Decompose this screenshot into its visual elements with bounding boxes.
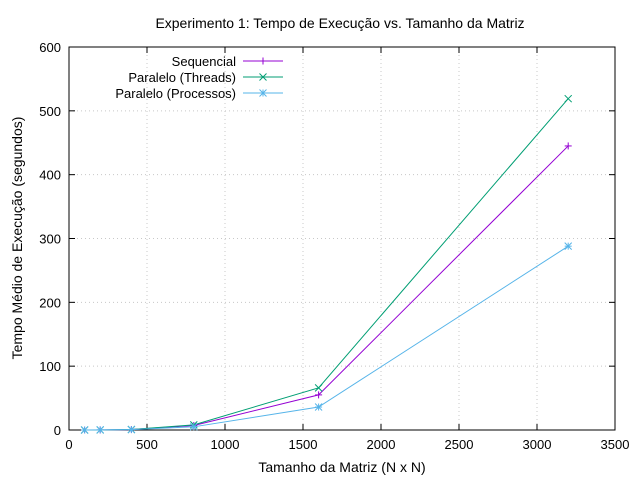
x-axis-title: Tamanho da Matriz (N x N) — [258, 459, 425, 475]
legend-marker-paralelo-threads — [259, 73, 267, 81]
series-layer — [80, 94, 573, 434]
y-tick-label: 500 — [39, 104, 61, 119]
data-point-sequencial — [315, 391, 323, 399]
series-line-paralelo-processos — [84, 245, 569, 431]
series-paralelo-threads — [80, 94, 573, 434]
chart-title: Experimento 1: Tempo de Execução vs. Tam… — [155, 15, 524, 31]
legend-label-sequencial: Sequencial — [172, 54, 236, 69]
legend-marker-sequencial — [259, 57, 267, 65]
legend-marker-paralelo-processos — [259, 89, 267, 97]
data-point-paralelo-threads — [564, 94, 573, 103]
data-point-paralelo-processos — [189, 422, 198, 431]
data-point-paralelo-processos — [80, 426, 89, 434]
y-tick-label: 100 — [39, 359, 61, 374]
x-tick-label: 2500 — [445, 437, 474, 452]
x-tick-label: 3500 — [601, 437, 630, 452]
data-point-paralelo-processos — [314, 403, 323, 411]
data-point-paralelo-processos — [127, 425, 136, 434]
y-tick-label: 300 — [39, 232, 61, 247]
legend-label-paralelo-processos: Paralelo (Processos) — [115, 86, 236, 101]
series-paralelo-processos — [80, 242, 573, 434]
series-line-paralelo-threads — [84, 98, 569, 431]
y-tick-label: 600 — [39, 40, 61, 55]
x-tick-label: 2000 — [367, 437, 396, 452]
ticks-layer: 0 500 1000 1500 2000 2500 3000 3500 0 100 200 300 40… — [39, 40, 629, 452]
x-tick-label: 3000 — [523, 437, 552, 452]
x-tick-label: 1000 — [211, 437, 240, 452]
x-tick-label: 1500 — [289, 437, 318, 452]
data-point-sequencial — [564, 142, 572, 150]
legend-label-paralelo-threads: Paralelo (Threads) — [128, 70, 236, 85]
y-tick-label: 400 — [39, 168, 61, 183]
y-axis-title: Tempo Médio de Execução (segundos) — [9, 117, 25, 360]
grid-layer — [69, 47, 615, 430]
series-line-sequencial — [84, 145, 569, 431]
data-point-paralelo-processos — [96, 426, 105, 434]
x-tick-label: 0 — [65, 437, 72, 452]
series-sequencial — [81, 142, 572, 434]
y-tick-label: 200 — [39, 295, 61, 310]
data-point-paralelo-threads — [314, 384, 323, 392]
y-tick-label: 0 — [54, 423, 61, 438]
x-tick-label: 500 — [136, 437, 158, 452]
data-point-paralelo-processos — [564, 242, 573, 251]
